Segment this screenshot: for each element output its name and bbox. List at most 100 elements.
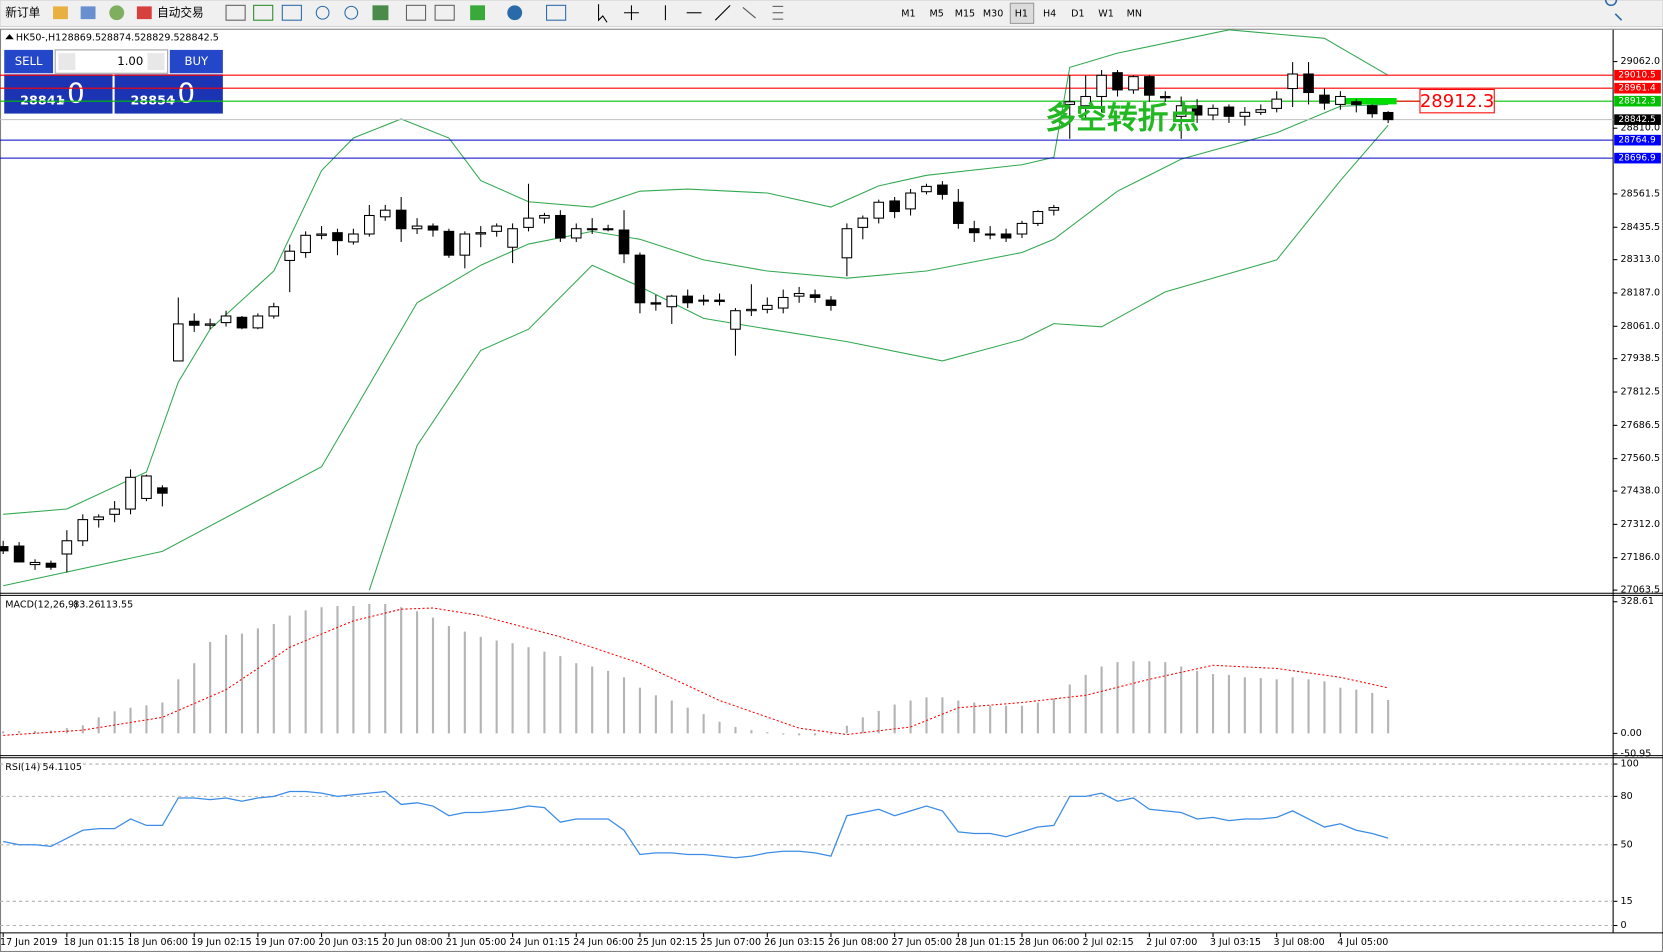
buy-label[interactable]: BUY [185, 54, 210, 68]
candle-body [1382, 111, 1394, 121]
buy-price-fraction: .0 [169, 76, 195, 109]
x-tick-label: 20 Jun 03:15 [318, 937, 379, 948]
toolbar-icon[interactable] [546, 4, 567, 21]
level-marker [1345, 97, 1397, 105]
timeframe-button[interactable]: M1 [901, 8, 915, 19]
crosshair-tool[interactable] [624, 5, 639, 21]
timeframe-button[interactable]: M5 [930, 8, 944, 19]
toolbar-icon[interactable] [80, 6, 96, 20]
candle-body [188, 320, 200, 326]
candle-body [507, 228, 518, 248]
toolbar-icon[interactable] [253, 4, 274, 21]
sell-price-box[interactable] [4, 74, 113, 114]
header-low: 28829.5 [140, 33, 179, 44]
lot-input[interactable] [54, 49, 169, 74]
lot-increase[interactable] [147, 53, 165, 71]
chart-frame [0, 28, 1663, 952]
sell-price-fraction: .0 [58, 76, 84, 109]
toolbar-icon[interactable] [507, 5, 523, 21]
macd-main-value: 83.26 [73, 599, 100, 610]
y-tick-label: 100 [1621, 759, 1639, 770]
sell-label[interactable]: SELL [15, 54, 43, 68]
candle-body [1048, 207, 1060, 211]
toolbar-icon[interactable] [434, 4, 455, 21]
candle-body [1191, 105, 1203, 116]
y-tick-label: 0 [1621, 920, 1627, 931]
candle-body [13, 545, 25, 563]
timeframe-button[interactable]: M15 [955, 8, 975, 19]
lot-decrease[interactable] [58, 53, 76, 71]
x-tick-label: 2 Jul 02:15 [1082, 937, 1133, 948]
toolbar-icon[interactable] [109, 5, 125, 21]
toolbar-icon[interactable] [470, 5, 485, 21]
x-tick-label: 25 Jun 07:00 [700, 937, 761, 948]
timeframe-button[interactable]: MN [1127, 8, 1142, 19]
auto-trade-icon[interactable] [136, 6, 152, 20]
timeframe-button[interactable]: H4 [1043, 8, 1056, 19]
buy-price-box[interactable] [114, 74, 223, 114]
candle-body [873, 201, 885, 219]
candle-body [1064, 101, 1076, 105]
y-tick-label: 0.00 [1621, 728, 1642, 739]
candle-body [236, 316, 248, 329]
timeframe-button[interactable]: W1 [1098, 8, 1114, 19]
toolbar-icon[interactable] [225, 4, 246, 21]
callout-box [1419, 88, 1495, 114]
cursor-tool[interactable] [598, 4, 608, 23]
x-tick-label: 28 Jun 06:00 [1019, 937, 1080, 948]
candle-body [316, 233, 327, 236]
trendline-tool[interactable] [714, 4, 731, 21]
toolbar-icon[interactable] [742, 5, 784, 20]
candle-body [125, 476, 136, 510]
candle-body [937, 184, 948, 195]
candle-body [172, 323, 184, 362]
price-level-label-bg [1614, 134, 1661, 146]
sell-button[interactable] [4, 49, 54, 74]
toolbar-icon[interactable] [281, 4, 302, 21]
candle-body [761, 304, 773, 310]
candle-body [427, 225, 439, 231]
candle-body [1128, 76, 1139, 91]
candle-body [1000, 233, 1012, 239]
toolbar-icon[interactable] [405, 4, 427, 21]
search-icon[interactable] [1605, 0, 1623, 21]
annotation: 多空转折点 [1045, 100, 1199, 136]
timeframe-button[interactable]: M30 [983, 8, 1003, 19]
y-tick-label: 28561.5 [1621, 188, 1660, 199]
x-tick-label: 26 Jun 03:15 [764, 937, 825, 948]
x-tick-label: 4 Jul 05:00 [1337, 937, 1388, 948]
candle-body [141, 475, 152, 499]
candle-body [0, 546, 9, 552]
x-tick-label: 19 Jun 02:15 [191, 937, 252, 948]
rsi-line [3, 790, 1389, 859]
candle-body [682, 295, 694, 304]
macd-signal-value: 113.55 [100, 599, 133, 610]
candle-body [157, 487, 168, 494]
zoom-in[interactable] [315, 5, 330, 20]
candle-body [332, 232, 343, 242]
x-tick-label: 2 Jul 07:00 [1146, 937, 1197, 948]
y-tick-label: 27812.5 [1621, 387, 1660, 398]
new-order-button[interactable]: 新订单 [5, 5, 40, 19]
candle-body [379, 209, 391, 218]
y-tick-label: 27312.0 [1621, 519, 1660, 530]
buy-button[interactable] [169, 49, 223, 74]
zoom-out[interactable] [344, 5, 359, 20]
price-level-label: 28961.4 [1618, 84, 1656, 94]
toolbar-icon[interactable] [53, 6, 68, 20]
candle-body [570, 228, 582, 239]
toolbar-icon[interactable] [372, 5, 389, 21]
candle-body [1255, 109, 1267, 113]
candle-body [1032, 210, 1044, 224]
timeframe-button[interactable]: H1 [1015, 8, 1028, 19]
candle-body [1223, 106, 1235, 117]
timeframe-button[interactable]: D1 [1071, 8, 1084, 19]
candle-body [1239, 111, 1251, 117]
chart-title: HK50-,H1 [16, 33, 61, 44]
lot-value[interactable]: 1.00 [117, 54, 143, 68]
auto-trade-button[interactable]: 自动交易 [157, 5, 204, 19]
candle-body [586, 228, 598, 231]
candle-body [634, 254, 646, 304]
candle-body [539, 214, 550, 219]
